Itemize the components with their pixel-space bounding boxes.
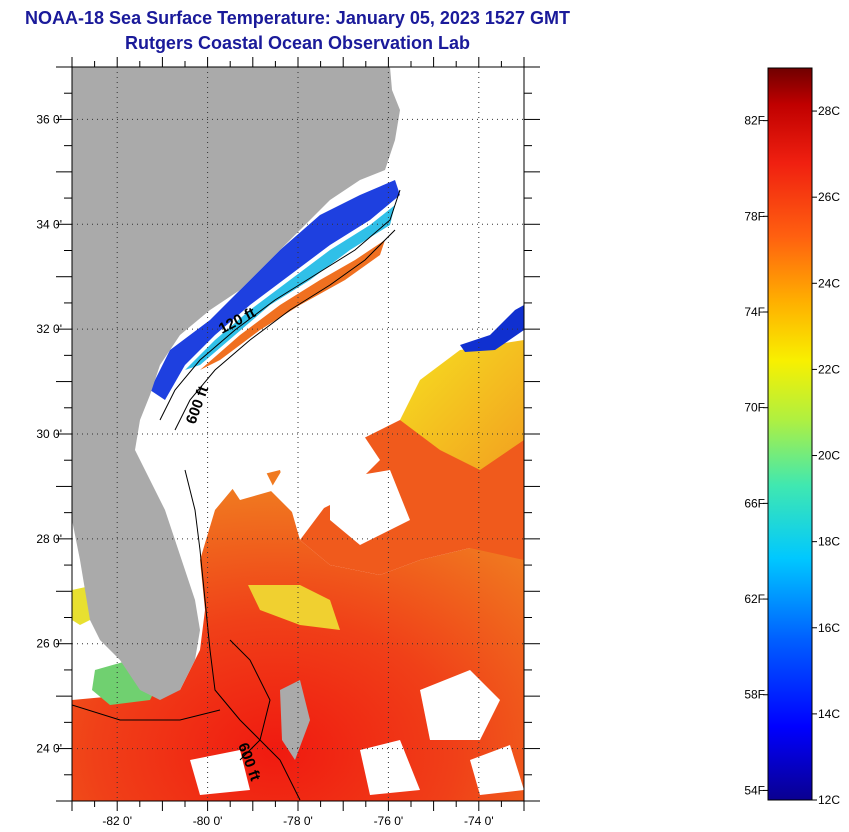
lon-tick-label: -74 0'	[464, 814, 494, 828]
lat-tick-label: 36 0'	[36, 112, 62, 126]
colorbar	[767, 67, 813, 801]
shelf-cold-band	[150, 180, 400, 400]
celsius-label: 26C	[818, 190, 840, 204]
celsius-label: 16C	[818, 621, 840, 635]
axis-ticks	[56, 57, 540, 811]
map-layers	[72, 67, 524, 801]
lon-tick-label: -80 0'	[193, 814, 223, 828]
lat-tick-label: 34 0'	[36, 217, 62, 231]
celsius-label: 14C	[818, 707, 840, 721]
graticule	[72, 67, 524, 801]
lat-tick-label: 32 0'	[36, 322, 62, 336]
fahrenheit-label: 54F	[744, 783, 765, 797]
bahamas-shoal	[280, 680, 310, 760]
lon-tick-label: -78 0'	[283, 814, 313, 828]
land	[72, 67, 400, 700]
ne-cold-strip	[460, 305, 524, 352]
fahrenheit-label: 78F	[744, 209, 765, 223]
lat-tick-label: 30 0'	[36, 427, 62, 441]
fahrenheit-label: 66F	[744, 496, 765, 510]
fahrenheit-label: 82F	[744, 114, 765, 128]
shelf-orange-band	[200, 240, 385, 370]
fahrenheit-label: 62F	[744, 592, 765, 606]
fahrenheit-label: 58F	[744, 688, 765, 702]
cool-water	[400, 340, 524, 470]
colorbar-labels: 28C 26C 24C 22C 20C 18C 16C 14C 12C 82F 78F 74F 70F 6…	[744, 104, 840, 807]
lon-tick-label: -82 0'	[102, 814, 132, 828]
celsius-label: 12C	[818, 793, 840, 807]
depth-contours	[72, 189, 401, 801]
celsius-label: 28C	[818, 104, 840, 118]
fahrenheit-label: 74F	[744, 305, 765, 319]
celsius-label: 24C	[818, 276, 840, 290]
celsius-label: 22C	[818, 362, 840, 376]
fahrenheit-label: 70F	[744, 401, 765, 415]
lon-tick-label: -76 0'	[374, 814, 404, 828]
lat-tick-label: 28 0'	[36, 532, 62, 546]
lat-tick-label: 24 0'	[36, 742, 62, 756]
celsius-label: 18C	[818, 535, 840, 549]
lat-tick-label: 26 0'	[36, 637, 62, 651]
celsius-label: 20C	[818, 449, 840, 463]
bahamas-bank	[248, 585, 340, 630]
axis-labels: 36 0' 34 0' 32 0' 30 0' 28 0' 26 0' 24 0' -82 0…	[36, 112, 493, 828]
figure-title: NOAA-18 Sea Surface Temperature: January…	[25, 8, 570, 28]
figure-subtitle: Rutgers Coastal Ocean Observation Lab	[124, 33, 471, 53]
